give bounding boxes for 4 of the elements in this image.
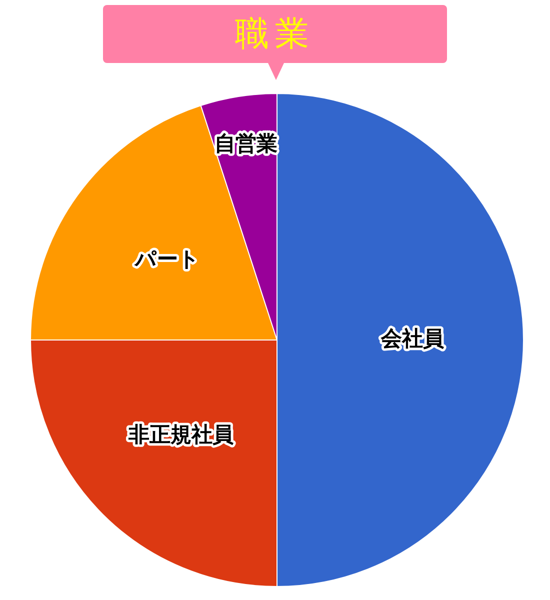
slice-label: 非正規社員 (128, 422, 234, 446)
slice-label: パート (134, 246, 200, 271)
slice-label: 会社員 (380, 326, 444, 350)
chart-title: 職業 (103, 5, 447, 63)
